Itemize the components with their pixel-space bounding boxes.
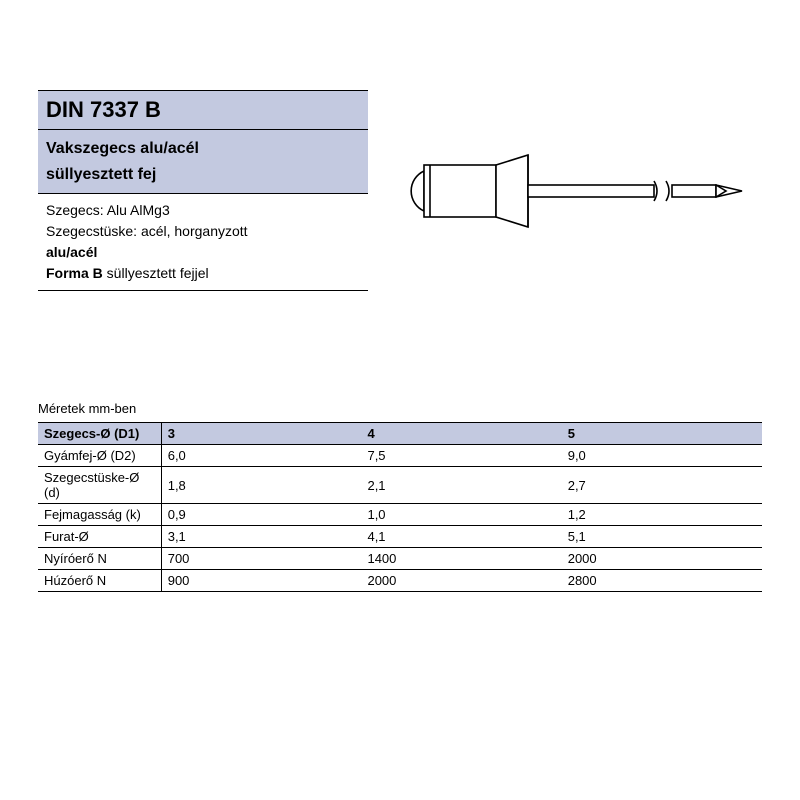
subtitle-line-2: süllyesztett fej [46, 166, 156, 183]
header-text-panel: DIN 7337 B Vakszegecs alu/acél süllyeszt… [38, 90, 368, 291]
col-header-1: 4 [361, 423, 561, 445]
product-subtitle: Vakszegecs alu/acél süllyesztett fej [38, 129, 368, 193]
diagram-panel [368, 90, 762, 291]
spec-line-4a: Forma B [46, 265, 103, 281]
dimensions-table: Szegecs-Ø (D1) 3 4 5 Gyámfej-Ø (D2) 6,0 … [38, 422, 762, 592]
cell: 9,0 [562, 445, 762, 467]
cell: 0,9 [161, 504, 361, 526]
cell: 5,1 [562, 526, 762, 548]
spec-block: Szegecs: Alu AlMg3 Szegecstüske: acél, h… [38, 193, 368, 291]
col-header-2: 5 [562, 423, 762, 445]
rivet-diagram-icon [390, 131, 750, 251]
row-label: Nyíróerő N [38, 548, 161, 570]
header-row-label: Szegecs-Ø (D1) [38, 423, 161, 445]
cell: 2800 [562, 570, 762, 592]
cell: 6,0 [161, 445, 361, 467]
cell: 1,8 [161, 467, 361, 504]
spec-line-1: Szegecs: Alu AlMg3 [46, 202, 170, 218]
spec-line-4b: süllyesztett fejjel [103, 265, 209, 281]
cell: 3,1 [161, 526, 361, 548]
table-row: Nyíróerő N 700 1400 2000 [38, 548, 762, 570]
table-row: Fejmagasság (k) 0,9 1,0 1,2 [38, 504, 762, 526]
spec-line-3: alu/acél [46, 244, 97, 260]
row-label: Húzóerő N [38, 570, 161, 592]
cell: 1,0 [361, 504, 561, 526]
cell: 700 [161, 548, 361, 570]
row-label: Szegecstüske-Ø (d) [38, 467, 161, 504]
cell: 2000 [562, 548, 762, 570]
dimensions-caption: Méretek mm-ben [38, 401, 762, 416]
header-block: DIN 7337 B Vakszegecs alu/acél süllyeszt… [38, 90, 762, 291]
cell: 7,5 [361, 445, 561, 467]
spec-line-2: Szegecstüske: acél, horganyzott [46, 223, 248, 239]
row-label: Furat-Ø [38, 526, 161, 548]
table-body: Gyámfej-Ø (D2) 6,0 7,5 9,0 Szegecstüske-… [38, 445, 762, 592]
col-header-0: 3 [161, 423, 361, 445]
table-row: Gyámfej-Ø (D2) 6,0 7,5 9,0 [38, 445, 762, 467]
table-row: Szegecstüske-Ø (d) 1,8 2,1 2,7 [38, 467, 762, 504]
cell: 2000 [361, 570, 561, 592]
cell: 1,2 [562, 504, 762, 526]
table-row: Húzóerő N 900 2000 2800 [38, 570, 762, 592]
cell: 2,1 [361, 467, 561, 504]
table-row: Furat-Ø 3,1 4,1 5,1 [38, 526, 762, 548]
standard-title: DIN 7337 B [38, 90, 368, 129]
cell: 4,1 [361, 526, 561, 548]
subtitle-line-1: Vakszegecs alu/acél [46, 140, 199, 157]
table-header-row: Szegecs-Ø (D1) 3 4 5 [38, 423, 762, 445]
cell: 2,7 [562, 467, 762, 504]
cell: 1400 [361, 548, 561, 570]
cell: 900 [161, 570, 361, 592]
row-label: Gyámfej-Ø (D2) [38, 445, 161, 467]
row-label: Fejmagasság (k) [38, 504, 161, 526]
